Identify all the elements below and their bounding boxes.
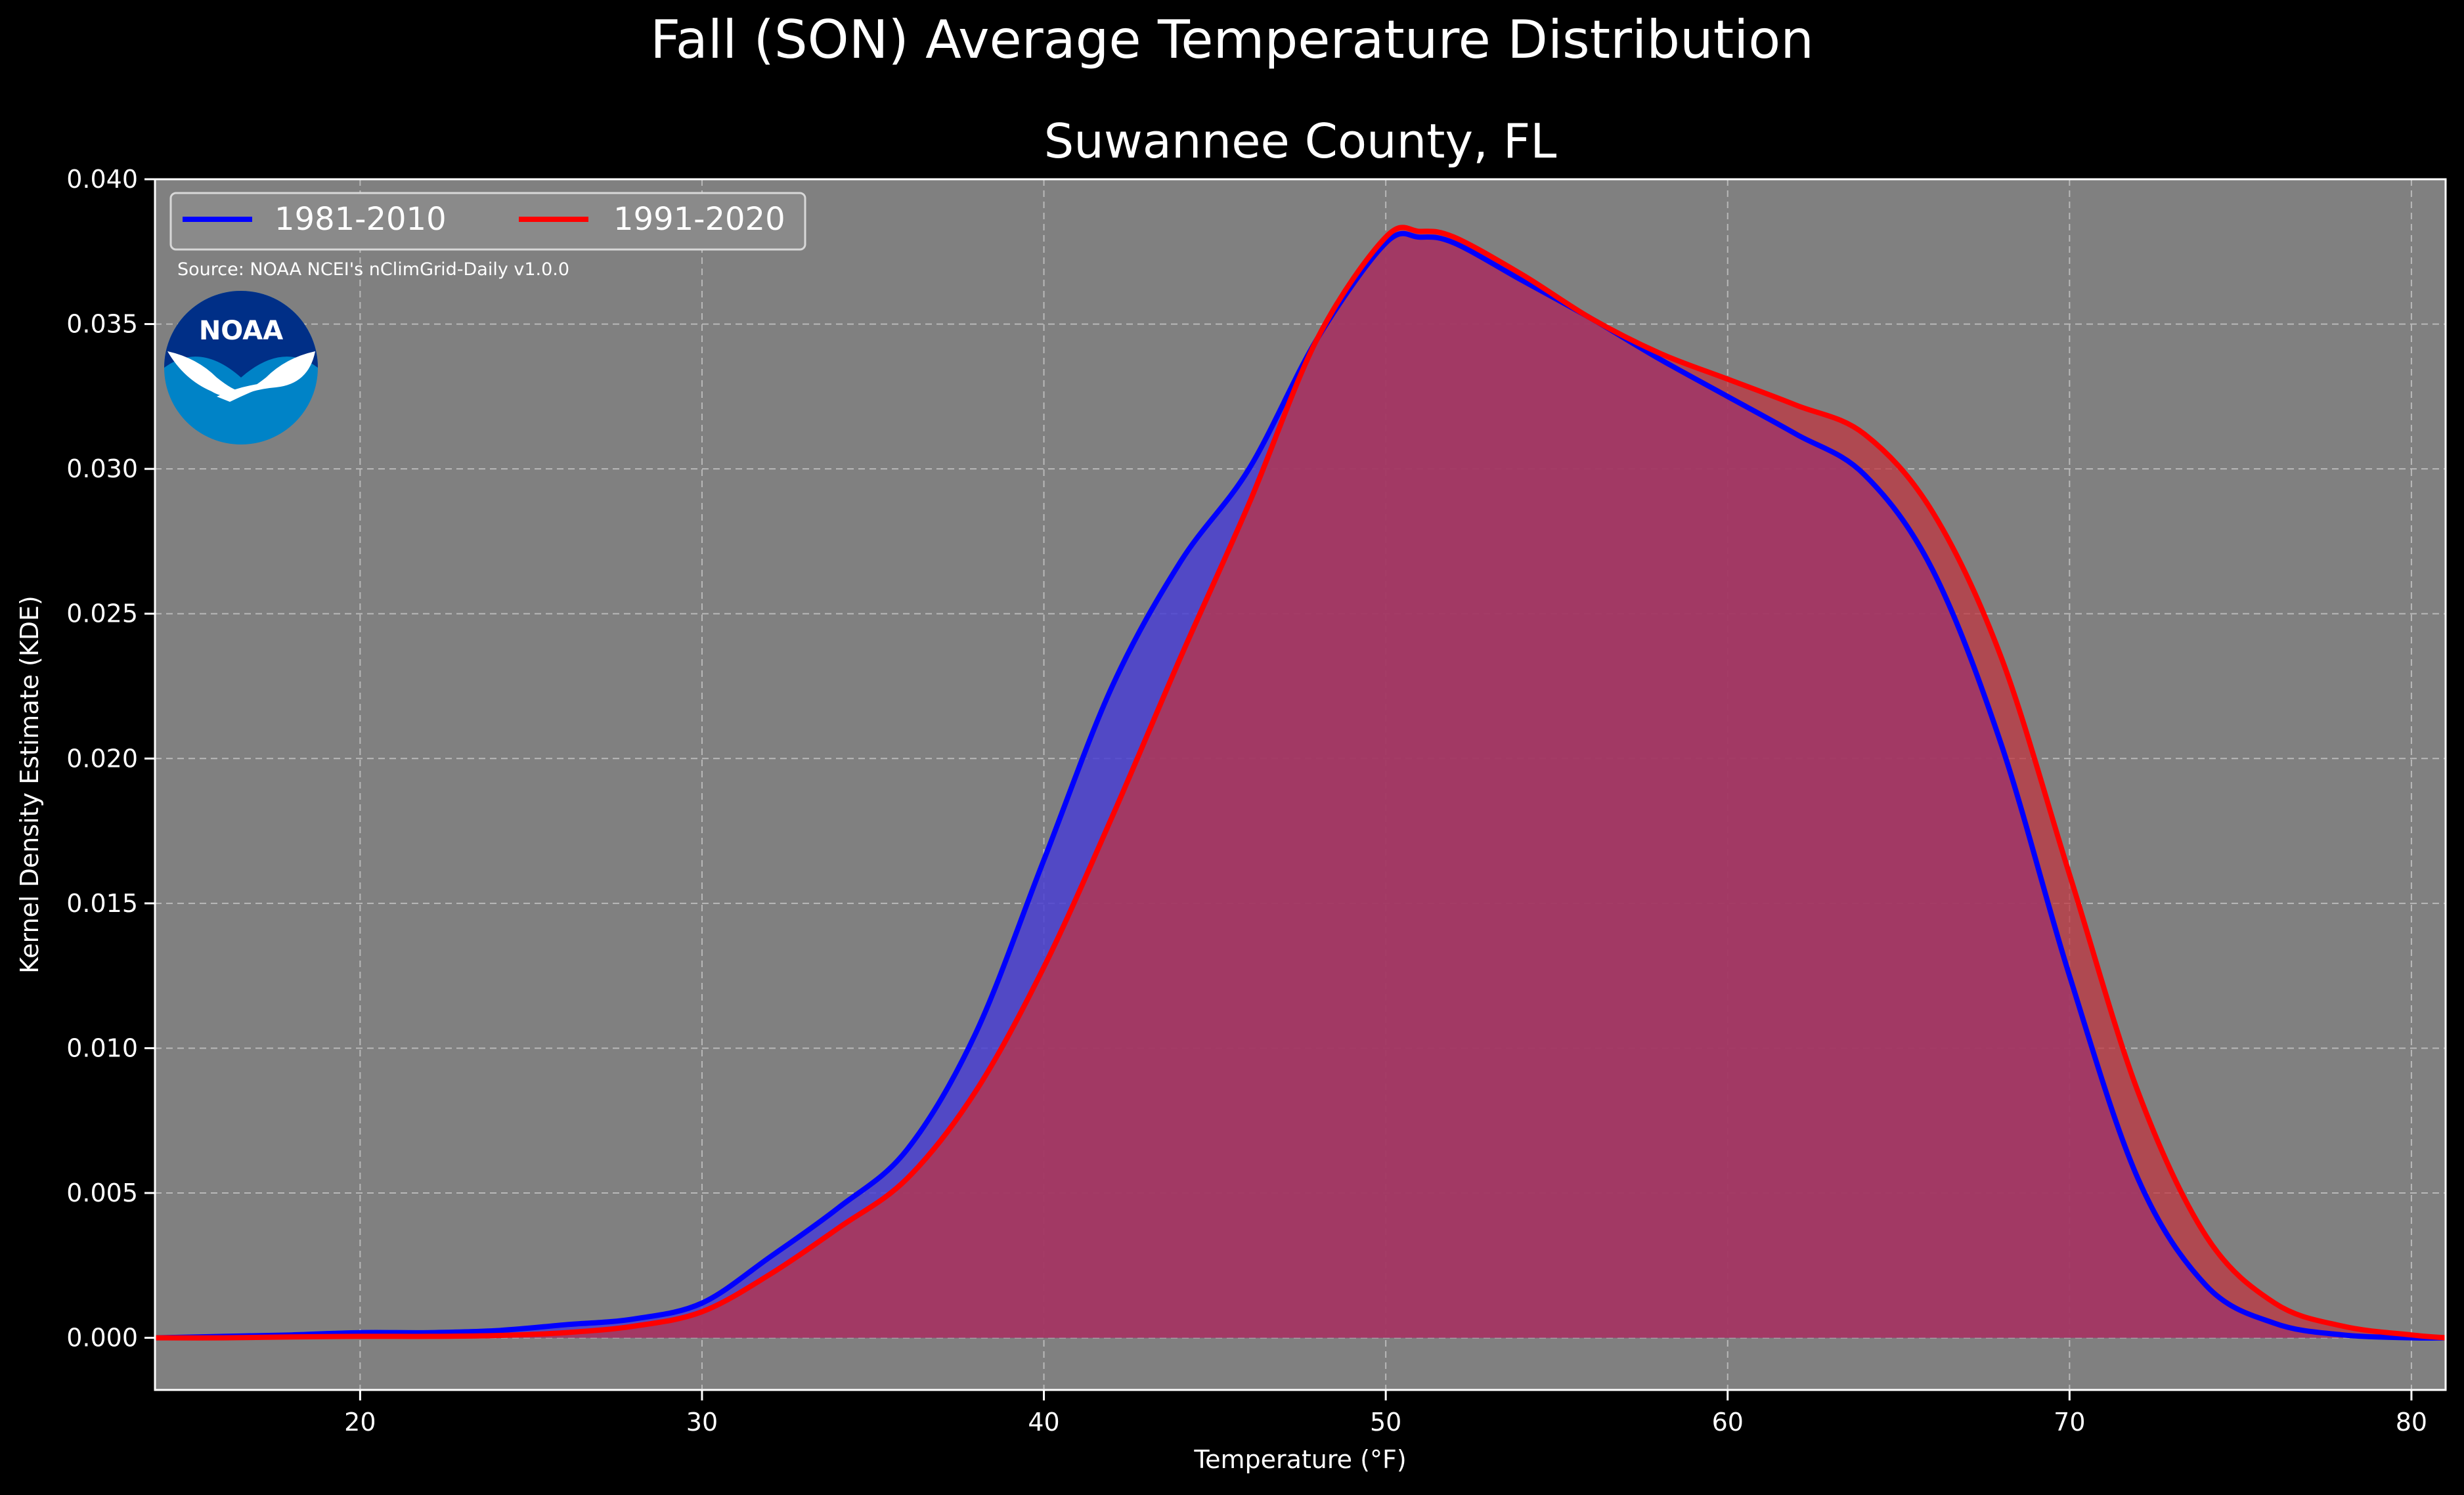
y-tick-label: 0.030 — [66, 454, 138, 483]
density-fills — [155, 227, 2446, 1338]
y-axis-ticks: 0.000 0.005 0.010 0.015 0.020 0.025 0.030 0.035… — [66, 165, 155, 1353]
legend-label-1991-2020: 1991-2020 — [613, 201, 785, 238]
legend-box — [169, 192, 806, 251]
x-tick-label: 80 — [2396, 1408, 2427, 1437]
source-note: Source: NOAA NCEI's nClimGrid-Daily v1.0… — [177, 259, 569, 280]
y-tick-label: 0.020 — [66, 744, 138, 773]
x-tick-label: 60 — [1712, 1408, 1744, 1437]
plot-frame — [154, 178, 2447, 1391]
y-tick-label: 0.000 — [66, 1324, 138, 1353]
legend-label-1981-2010: 1981-2010 — [275, 201, 447, 238]
x-axis-ticks: 20 30 40 50 60 70 80 — [344, 1390, 2427, 1437]
noaa-logo-icon: NOAA — [164, 291, 318, 444]
y-tick-label: 0.035 — [66, 310, 138, 339]
noaa-logo-text: NOAA — [199, 316, 283, 346]
y-tick-label: 0.015 — [66, 889, 138, 918]
legend: 1981-2010 1991-2020 — [169, 192, 806, 251]
density-lines — [155, 225, 2446, 1341]
chart-subtitle: Suwannee County, FL — [1044, 114, 1557, 169]
x-axis-label: Temperature (°F) — [1193, 1445, 1406, 1474]
x-tick-label: 20 — [344, 1408, 376, 1437]
x-tick-label: 40 — [1028, 1408, 1059, 1437]
x-tick-label: 70 — [2054, 1408, 2085, 1437]
area-1991-2020 — [155, 227, 2446, 1338]
y-axis-label: Kernel Density Estimate (KDE) — [15, 596, 44, 974]
x-tick-label: 50 — [1370, 1408, 1401, 1437]
y-tick-label: 0.040 — [66, 165, 138, 194]
y-tick-label: 0.005 — [66, 1179, 138, 1207]
y-tick-label: 0.010 — [66, 1033, 138, 1062]
line-1991-2020 — [155, 225, 2446, 1341]
chart-title: Fall (SON) Average Temperature Distribut… — [650, 9, 1814, 70]
x-tick-label: 30 — [686, 1408, 718, 1437]
y-tick-label: 0.025 — [66, 599, 138, 628]
